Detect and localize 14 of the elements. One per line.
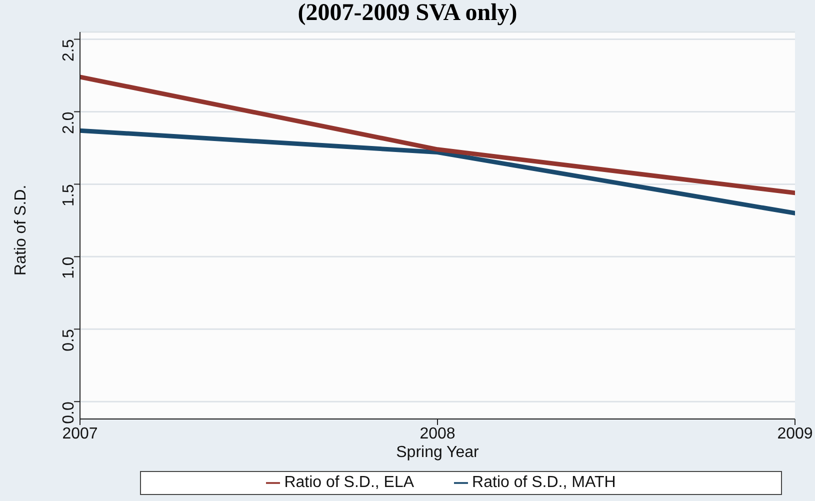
- y-axis-title: Ratio of S.D.: [12, 184, 30, 276]
- x-tick-label: 2007: [62, 425, 98, 442]
- legend-label: Ratio of S.D., ELA: [284, 474, 414, 491]
- legend-label: Ratio of S.D., MATH: [472, 474, 616, 491]
- y-tick-label: 2.0: [60, 112, 78, 134]
- y-tick-label: 0.5: [60, 329, 78, 352]
- y-tick-label: 0.0: [60, 402, 78, 424]
- y-tick-label: 1.0: [60, 256, 78, 279]
- chart-title: (2007-2009 SVA only): [296, 0, 518, 27]
- x-axis-title: Spring Year: [396, 444, 480, 461]
- x-tick-label: 2008: [420, 425, 456, 442]
- x-tick-label: 2009: [777, 425, 813, 442]
- y-tick-label: 1.5: [60, 184, 78, 206]
- y-tick-label: 2.5: [60, 39, 78, 62]
